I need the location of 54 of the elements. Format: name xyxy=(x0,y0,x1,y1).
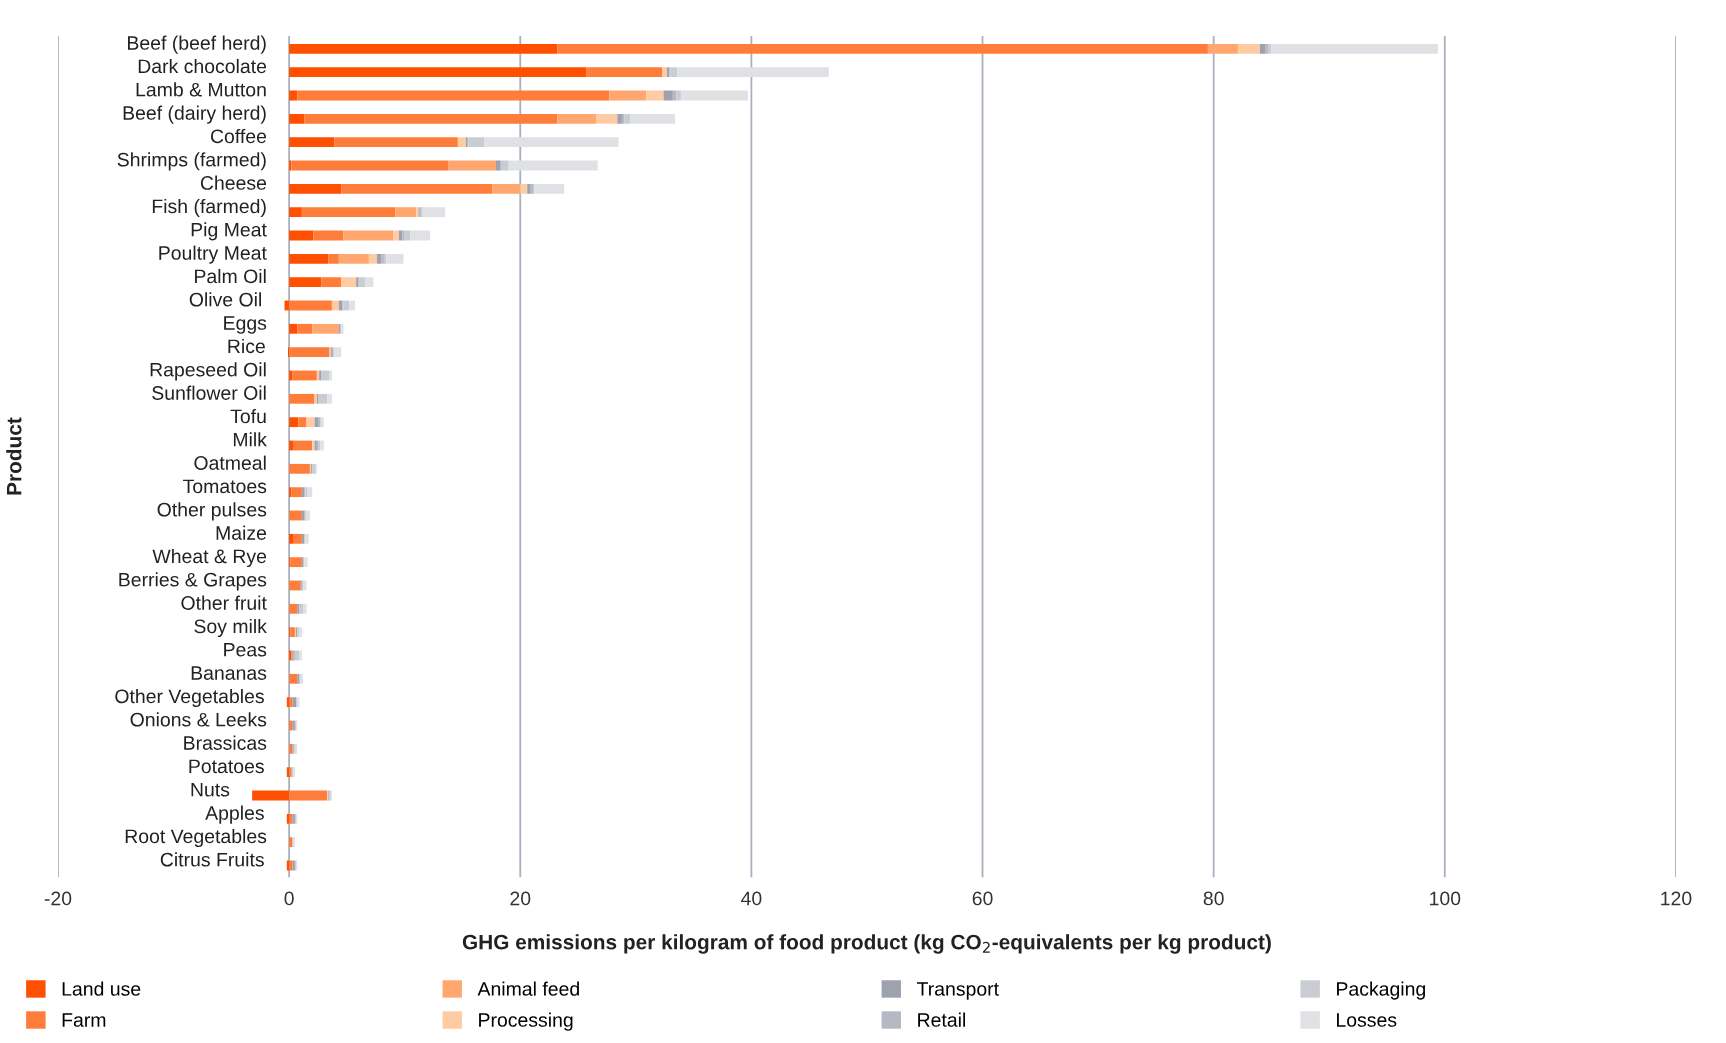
y-tick-label: Eggs xyxy=(224,316,267,334)
x-tick-label: 80 xyxy=(1203,891,1224,906)
legend-label: Losses xyxy=(1337,1013,1397,1027)
legend-label: Transport xyxy=(917,982,999,1000)
legend-label: Animal feed xyxy=(477,981,579,996)
y-tick-label: Sunflower Oil xyxy=(152,385,266,400)
y-tick-label: Palm Oil xyxy=(195,268,266,284)
y-tick-label: Berries & Grapes xyxy=(119,572,267,591)
y-tick-label: Potatoes xyxy=(189,759,264,774)
y-tick-label: Maize xyxy=(216,525,267,540)
x-tick-label: 120 xyxy=(1661,891,1692,906)
legend-label: Land use xyxy=(62,981,141,996)
y-tick-label: Oatmeal xyxy=(194,455,266,470)
y-tick-label: Bananas xyxy=(191,666,267,680)
legend-label: Farm xyxy=(62,1013,106,1027)
y-tick-label: Coffee xyxy=(210,128,267,144)
x-tick-label: 0 xyxy=(284,891,294,906)
legend-label: Processing xyxy=(479,1012,573,1031)
x-axis-title: GHG emissions per kilogram of food product (kg CO$_{2}$-equivalents per kg product) xyxy=(462,934,1271,954)
y-tick-label: Lamb & Mutton xyxy=(136,82,266,97)
y-tick-label: Milk xyxy=(233,432,267,447)
x-tick-label: 100 xyxy=(1430,891,1461,906)
y-tick-label: Other Vegetables xyxy=(115,688,264,708)
x-tick-label: -20 xyxy=(44,891,72,906)
y-tick-label: Onions & Leeks xyxy=(130,712,267,727)
y-tick-label: Apples xyxy=(205,805,264,824)
y-tick-label: Wheat & Rye xyxy=(152,548,267,568)
y-axis-title: Product xyxy=(6,417,22,495)
y-tick-label: Shrimps (farmed) xyxy=(117,152,266,171)
y-tick-label: Nuts xyxy=(191,782,230,797)
legend-label: Packaging xyxy=(1337,981,1425,1000)
y-tick-label: Beef (beef herd) xyxy=(128,35,266,54)
x-tick-label: 20 xyxy=(510,891,531,906)
y-tick-label: Poultry Meat xyxy=(159,245,267,264)
y-tick-label: Peas xyxy=(224,642,267,657)
legend-label: Retail xyxy=(918,1012,965,1027)
y-tick-label: Dark chocolate xyxy=(138,58,267,74)
y-tick-label: Other fruit xyxy=(181,595,267,610)
y-tick-label: Fish (farmed) xyxy=(152,198,266,218)
y-tick-label: Pig Meat xyxy=(191,222,267,241)
y-tick-label: Olive Oil xyxy=(189,292,261,307)
y-tick-label: Rice xyxy=(228,338,265,354)
y-tick-label: Tomatoes xyxy=(183,479,267,494)
y-tick-label: Rapeseed Oil xyxy=(150,362,266,381)
x-tick-label: 60 xyxy=(972,891,993,906)
y-tick-label: Tofu xyxy=(230,408,266,424)
y-tick-label: Soy milk xyxy=(194,618,267,638)
y-tick-label: Brassicas xyxy=(184,735,267,750)
y-tick-label: Other pulses xyxy=(157,502,267,521)
x-tick-label: 40 xyxy=(741,891,762,906)
y-tick-label: Citrus Fruits xyxy=(160,852,264,867)
y-tick-label: Cheese xyxy=(200,175,267,190)
y-tick-label: Root Vegetables xyxy=(125,828,267,848)
y-tick-label: Beef (dairy herd) xyxy=(123,105,266,124)
